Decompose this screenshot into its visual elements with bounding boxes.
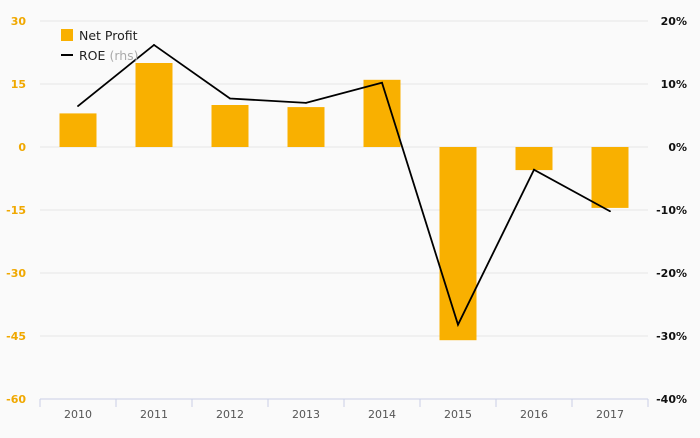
right-tick-label: -20% <box>656 267 687 280</box>
category-tick-label: 2011 <box>140 408 168 421</box>
left-tick-label: -45 <box>6 330 26 343</box>
axes: 30 15 0 -15 -30 -45 -60 20% 10% 0% -10% -20% -30% -40… <box>6 15 687 421</box>
right-tick-label: -30% <box>656 330 687 343</box>
roe-point <box>381 81 383 84</box>
roe-line-layer <box>77 43 611 328</box>
left-tick-label: 30 <box>11 15 27 28</box>
roe-point <box>229 97 231 100</box>
category-tick-label: 2015 <box>444 408 472 421</box>
category-tick-label: 2014 <box>368 408 396 421</box>
left-tick-label: -60 <box>6 393 26 406</box>
roe-point <box>457 323 459 326</box>
left-tick-label: -15 <box>6 204 26 217</box>
category-tick-label: 2017 <box>596 408 624 421</box>
grid-lines <box>40 20 648 337</box>
right-tick-label: 10% <box>661 78 687 91</box>
left-tick-label: -30 <box>6 267 26 280</box>
roe-point <box>305 102 307 104</box>
left-tick-label: 0 <box>18 141 26 154</box>
bar-net-profit <box>211 105 249 147</box>
category-tick-label: 2013 <box>292 408 320 421</box>
roe-point <box>609 210 611 213</box>
bar-net-profit <box>515 147 553 171</box>
roe-line <box>77 43 611 328</box>
roe-point <box>533 168 535 171</box>
bar-net-profit <box>287 107 325 147</box>
roe-point <box>77 105 79 107</box>
right-tick-label: 0% <box>668 141 687 154</box>
roe-point <box>153 44 155 46</box>
bar-net-profit <box>59 113 97 147</box>
right-tick-label: -40% <box>656 393 687 406</box>
legend-label-net-profit: Net Profit <box>79 28 138 43</box>
bar-net-profit <box>591 147 629 208</box>
legend-label-roe-name: ROE <box>79 48 106 63</box>
bar-net-profit <box>363 79 401 147</box>
legend-label-roe-suffix: (rhs) <box>109 48 138 63</box>
legend: Net Profit ROE (rhs) <box>61 28 139 63</box>
bars <box>59 63 629 341</box>
bar-net-profit <box>439 147 477 341</box>
category-tick-label: 2012 <box>216 408 244 421</box>
right-tick-label: 20% <box>661 15 687 28</box>
left-tick-label: 15 <box>11 78 26 91</box>
legend-swatch-net-profit <box>61 29 73 41</box>
category-tick-label: 2010 <box>64 408 92 421</box>
right-tick-label: -10% <box>656 204 687 217</box>
legend-label-roe: ROE (rhs) <box>79 48 139 63</box>
bar-net-profit <box>135 63 173 147</box>
category-tick-label: 2016 <box>520 408 548 421</box>
